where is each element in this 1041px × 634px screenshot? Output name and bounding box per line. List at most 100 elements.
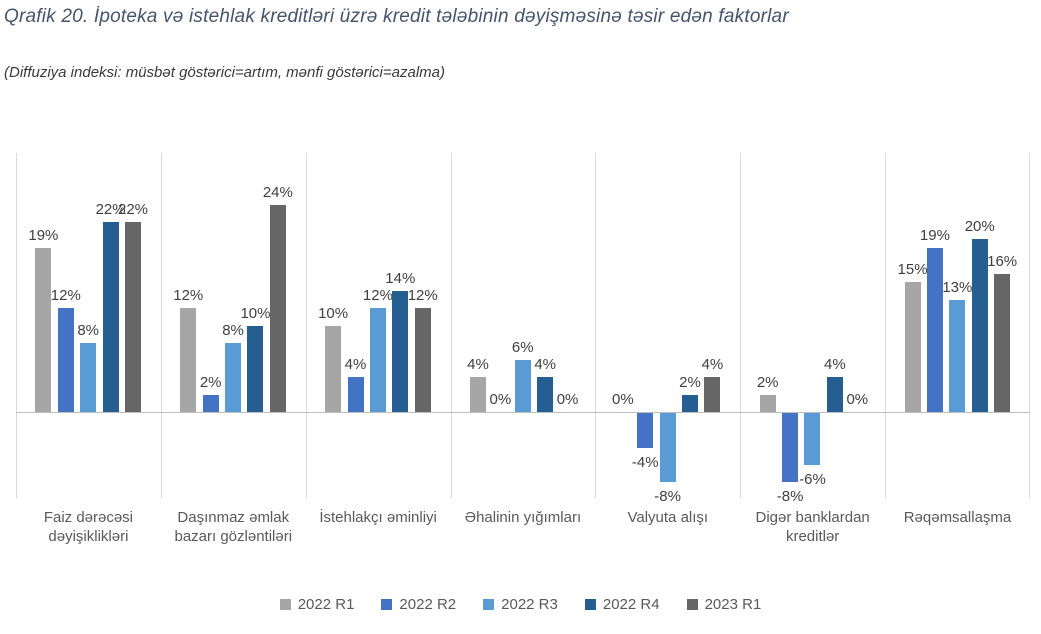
bar [826, 377, 843, 412]
bar [994, 274, 1011, 412]
bar [57, 308, 74, 412]
data-label: 16% [987, 253, 1018, 270]
data-label: 0% [611, 391, 634, 408]
bar [782, 413, 799, 482]
category-separator-line [306, 153, 307, 498]
bar [392, 291, 409, 412]
chart-subtitle: (Diffuziya indeksi: müsbət göstərici=art… [4, 64, 445, 81]
category-separator-line [16, 153, 17, 498]
category-label: Digər banklardan kreditlər [755, 509, 870, 545]
data-label: -8% [776, 488, 804, 505]
bar [537, 377, 554, 412]
data-label: 0% [846, 391, 869, 408]
data-label: 4% [824, 356, 846, 373]
legend-swatch-icon [483, 599, 495, 610]
legend-label: 2023 R1 [704, 596, 762, 613]
data-label: 2% [679, 374, 701, 391]
category-label: Valyuta alışı [627, 509, 709, 526]
data-label: -4% [631, 454, 659, 471]
data-label: 15% [897, 261, 928, 278]
data-label: 2% [199, 374, 222, 391]
data-label: -8% [654, 488, 681, 505]
plot-area: 19% 12% 10% 4% 0% 2% 15% 12% 2% 4% 0% -4% -8% 19% 8% 8%… [16, 153, 1030, 505]
bar [704, 377, 721, 412]
legend: 2022 R1 2022 R2 2022 R3 2022 R4 2023 R1 [0, 596, 1041, 613]
data-label: 12% [50, 287, 81, 304]
category-separator-line [1029, 153, 1030, 498]
bar [926, 248, 943, 412]
category-label: Əhalinin yığımları [464, 509, 582, 526]
category-label: Daşınmaz əmlak bazarı gözləntiləri [174, 509, 293, 545]
page-title: Qrafik 20. İpoteka və istehlak kreditlər… [4, 6, 789, 27]
bar [180, 308, 197, 412]
bar [247, 326, 264, 412]
data-label: 8% [222, 322, 244, 339]
zero-axis-line [16, 412, 1030, 413]
category-label: Faiz dərəcəsi dəyişiklikləri [43, 509, 134, 545]
bar [125, 222, 141, 412]
data-label: 4% [534, 356, 556, 373]
legend-item: 2022 R3 [483, 596, 558, 613]
data-label: 12% [407, 287, 438, 304]
bar [804, 413, 821, 465]
legend-label: 2022 R1 [297, 596, 355, 613]
legend-swatch-icon [279, 599, 291, 610]
bar [202, 395, 219, 412]
bar [347, 377, 364, 412]
data-label: 10% [240, 305, 271, 322]
bar [35, 248, 52, 412]
bar [269, 205, 286, 412]
bar [469, 377, 486, 412]
bar [682, 395, 699, 412]
legend-swatch-icon [686, 599, 698, 610]
bar [102, 222, 119, 412]
bar [369, 308, 386, 412]
legend-item: 2022 R4 [584, 596, 660, 613]
bar [971, 239, 988, 412]
data-label: 13% [942, 279, 973, 296]
data-label: 14% [385, 270, 416, 287]
data-label: 22% [117, 201, 149, 218]
legend-swatch-icon [381, 599, 393, 610]
bar [514, 360, 531, 412]
bar [637, 413, 654, 448]
data-label: 0% [489, 391, 512, 408]
data-label: 2% [756, 374, 779, 391]
legend-label: 2022 R2 [399, 596, 457, 613]
legend-label: 2022 R4 [602, 596, 660, 613]
data-label: 0% [556, 391, 579, 408]
bar [904, 282, 921, 412]
data-label: 6% [511, 339, 534, 356]
data-label: 22% [95, 201, 126, 218]
data-label: 8% [77, 322, 100, 339]
legend-label: 2022 R3 [501, 596, 558, 613]
data-label: 4% [701, 356, 724, 373]
legend-swatch-icon [584, 599, 596, 610]
bar [325, 326, 342, 412]
data-label: 10% [318, 305, 349, 322]
bar [949, 300, 966, 412]
bar [759, 395, 776, 412]
data-label: -6% [799, 471, 826, 488]
legend-item: 2022 R2 [381, 596, 456, 613]
data-label: 12% [362, 287, 393, 304]
category-separator-line [451, 153, 452, 498]
data-label: 12% [173, 287, 204, 304]
category-axis: Faiz dərəcəsi dəyişiklikləri Daşınmaz əml… [16, 508, 1030, 546]
data-label: 19% [28, 227, 59, 244]
bar [225, 343, 242, 412]
bar [80, 343, 97, 412]
category-separator-line [161, 153, 162, 498]
data-label: 20% [964, 218, 995, 235]
category-label: Rəqəmsallaşma [903, 509, 1012, 526]
bar [414, 308, 431, 412]
category-separator-line [595, 153, 596, 498]
category-label: İstehlakçı əminliyi [319, 509, 437, 526]
data-label: 4% [344, 356, 367, 373]
category-separator-line [740, 153, 741, 498]
legend-item: 2022 R1 [279, 596, 355, 613]
category-separator-line [885, 153, 886, 498]
bar [659, 413, 676, 482]
data-label: 24% [262, 184, 293, 201]
